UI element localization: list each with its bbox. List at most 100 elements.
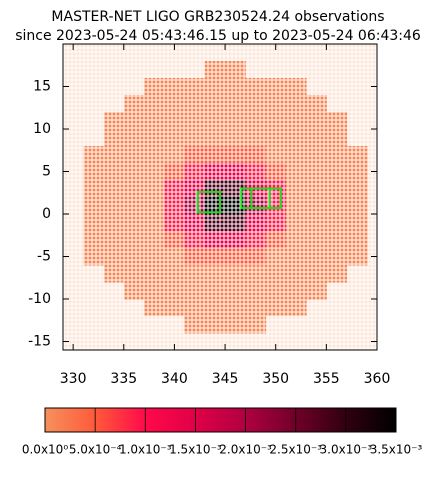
cell [225, 163, 246, 181]
cell [285, 265, 307, 283]
cell [285, 129, 307, 147]
cell [245, 282, 267, 300]
x-tick-label: 335 [110, 371, 137, 387]
cell [123, 214, 145, 232]
cell [245, 78, 267, 96]
cell [164, 78, 186, 96]
cell [326, 146, 348, 164]
cell [103, 180, 125, 198]
cell [245, 146, 267, 164]
cell [144, 95, 165, 113]
cell [265, 282, 287, 300]
colorbar-tick-label: 1.5x10⁻³ [169, 443, 222, 457]
cell [306, 265, 327, 283]
cell [83, 180, 105, 198]
cell [123, 95, 145, 113]
cell [184, 146, 206, 164]
y-tick-label: -5 [37, 249, 51, 265]
cell [265, 112, 287, 130]
cell [164, 248, 186, 266]
cell [265, 214, 287, 232]
cell [204, 129, 226, 147]
cell [184, 231, 206, 249]
cell [225, 146, 246, 164]
plot-frame [62, 43, 378, 351]
colorbar-tick-label: 5.0x10⁻⁴ [69, 443, 122, 457]
cell [225, 95, 246, 113]
cell [184, 282, 206, 300]
cell [225, 248, 246, 266]
cell [164, 129, 186, 147]
cell [184, 163, 206, 181]
cell [144, 282, 165, 300]
cell [265, 95, 287, 113]
cell [164, 146, 186, 164]
cell [123, 265, 145, 283]
y-tick-label: -15 [28, 334, 51, 350]
cell [245, 214, 267, 232]
cell [184, 299, 206, 317]
cell [285, 163, 307, 181]
cell [326, 197, 348, 215]
cell [204, 265, 226, 283]
cell [83, 248, 105, 266]
cell [265, 299, 287, 317]
colorbar [44, 407, 397, 433]
cell [306, 95, 327, 113]
cell [306, 197, 327, 215]
cell [346, 231, 368, 249]
cell [123, 163, 145, 181]
cell [144, 214, 165, 232]
cell [103, 248, 125, 266]
cell [144, 163, 165, 181]
cell [306, 231, 327, 249]
cell [225, 78, 246, 96]
cell [144, 265, 165, 283]
cell [164, 197, 186, 215]
cell [144, 197, 165, 215]
colorbar-tick-label: 3.0x10⁻³ [320, 443, 373, 457]
cell [83, 197, 105, 215]
cell [103, 265, 125, 283]
cell [245, 95, 267, 113]
observed-field [196, 190, 221, 214]
cell [285, 180, 307, 198]
cell [346, 180, 368, 198]
y-tick-label: 5 [42, 164, 51, 180]
cell [326, 265, 348, 283]
cell [265, 163, 287, 181]
y-tick-label: -10 [28, 291, 51, 307]
cell [184, 180, 206, 198]
cell [306, 214, 327, 232]
colorbar-tick-label: 3.5x10⁻³ [370, 443, 423, 457]
cell [164, 231, 186, 249]
cell [346, 248, 368, 266]
cell [306, 112, 327, 130]
cell [83, 163, 105, 181]
cell [144, 129, 165, 147]
cell [144, 248, 165, 266]
cell [184, 112, 206, 130]
cell [306, 129, 327, 147]
cell [164, 282, 186, 300]
cell [306, 180, 327, 198]
cell [103, 231, 125, 249]
cell [326, 231, 348, 249]
cell [225, 129, 246, 147]
cell [144, 231, 165, 249]
x-tick-label: 330 [60, 371, 87, 387]
axes: 330 335 340 345 350 355 360 -15 -10 -5 0 5 10 15 [28, 44, 390, 387]
cell [346, 197, 368, 215]
cell [204, 146, 226, 164]
cell [285, 231, 307, 249]
chart-title: MASTER-NET LIGO GRB230524.24 observation… [51, 9, 384, 25]
cell [245, 231, 267, 249]
cell [285, 197, 307, 215]
cell [184, 78, 206, 96]
cell [123, 248, 145, 266]
cell [326, 112, 348, 130]
cell [204, 180, 226, 198]
cell [164, 112, 186, 130]
